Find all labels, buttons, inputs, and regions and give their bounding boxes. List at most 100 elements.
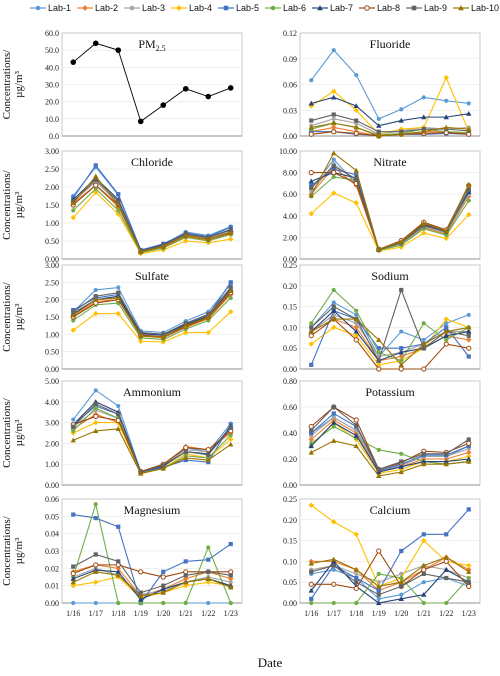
data-point [444,233,449,238]
y-tick-label: 1.50 [45,313,59,322]
data-point [443,558,449,565]
data-point [399,451,404,456]
panel-title: Magnesium [124,503,181,517]
series [70,569,234,599]
data-point [421,114,427,120]
series-line [311,564,469,583]
data-point [309,321,314,326]
data-point [160,465,166,471]
x-tick-label: 1/16 [304,609,318,618]
series [70,40,234,125]
series-line [72,42,231,123]
data-point [421,567,427,573]
series [309,571,471,606]
data-point [228,436,234,442]
y-axis-label-line1: Concentrations/ [1,169,13,240]
data-point [421,537,427,544]
data-point [228,228,233,233]
x-tick-label: 1/17 [89,609,103,618]
y-tick-label: 40.0 [45,63,59,72]
data-point [331,567,336,572]
series-line [73,564,231,578]
series [308,548,472,592]
data-point [398,362,404,367]
legend-item: Lab-1 [30,3,71,13]
legend-item: Lab-6 [265,3,306,13]
data-point [443,124,449,130]
data-point [443,328,449,334]
data-point [182,85,189,92]
panel-title: Sodium [371,269,409,283]
data-point [206,545,211,550]
data-point [115,310,121,317]
data-point [308,100,314,106]
data-point [331,300,336,305]
data-point [93,515,98,521]
data-point [354,172,359,177]
y-tick-label: 0.00 [45,599,59,608]
series-line [72,179,231,252]
y-tick-label: 0.15 [283,537,297,546]
data-point [308,170,314,176]
data-point [354,312,359,318]
y-axis-label: Concentrations/µg/m³ [1,397,25,468]
data-point [398,131,404,137]
series-line [311,113,469,133]
data-point [308,103,314,109]
data-point [421,461,427,467]
data-point [466,312,471,318]
chart-panel: 0.00 0.03 0.06 0.09 0.12 Fluoride [283,29,481,141]
data-point [421,532,426,537]
data-point [331,424,336,429]
x-tick-label: 1/17 [327,609,341,618]
data-point [331,404,336,410]
data-point [443,341,449,347]
data-point [205,329,211,336]
y-tick-label: 0.02 [45,564,59,573]
data-point [309,430,314,436]
y-tick-label: 0.03 [283,106,297,115]
data-point [331,120,337,126]
data-point [376,337,382,342]
series-line [310,310,469,362]
panel-title: Nitrate [373,155,406,169]
data-point [444,451,449,456]
series-line [310,406,469,471]
y-axis-label-line1: Concentrations/ [1,281,13,352]
data-point [353,124,359,130]
y-tick-label: 0.03 [45,547,59,556]
data-point [376,350,381,355]
data-point [309,596,314,601]
data-point [399,548,404,554]
y-tick-label: 0.50 [45,237,59,246]
data-point [70,570,76,577]
series-line [73,567,231,595]
y-tick-label: 0.50 [45,348,59,357]
data-point [466,354,471,359]
data-point [308,192,314,198]
series-line [310,416,469,472]
data-point [92,40,99,47]
data-point [444,98,449,103]
chart-panel: 0.00 2.00 4.00 6.00 8.00 10.00 Nitrate [279,147,481,264]
series-line [73,571,231,597]
legend-item: Lab-4 [171,3,212,13]
data-point [71,309,76,314]
data-point [228,236,234,242]
y-tick-label: 0.20 [283,455,297,464]
series [70,309,234,345]
data-point [444,321,449,326]
data-point [93,163,98,168]
x-tick-label: 1/22 [439,609,453,618]
data-point [308,124,314,130]
data-point [353,167,359,173]
y-tick-label: 50.0 [45,46,59,55]
data-point [93,579,99,585]
series-line [310,310,470,366]
legend-marker [129,5,135,11]
series-line [311,556,470,587]
data-point [331,581,337,587]
series-line [72,297,232,341]
data-point [466,583,472,589]
data-point [93,310,99,317]
